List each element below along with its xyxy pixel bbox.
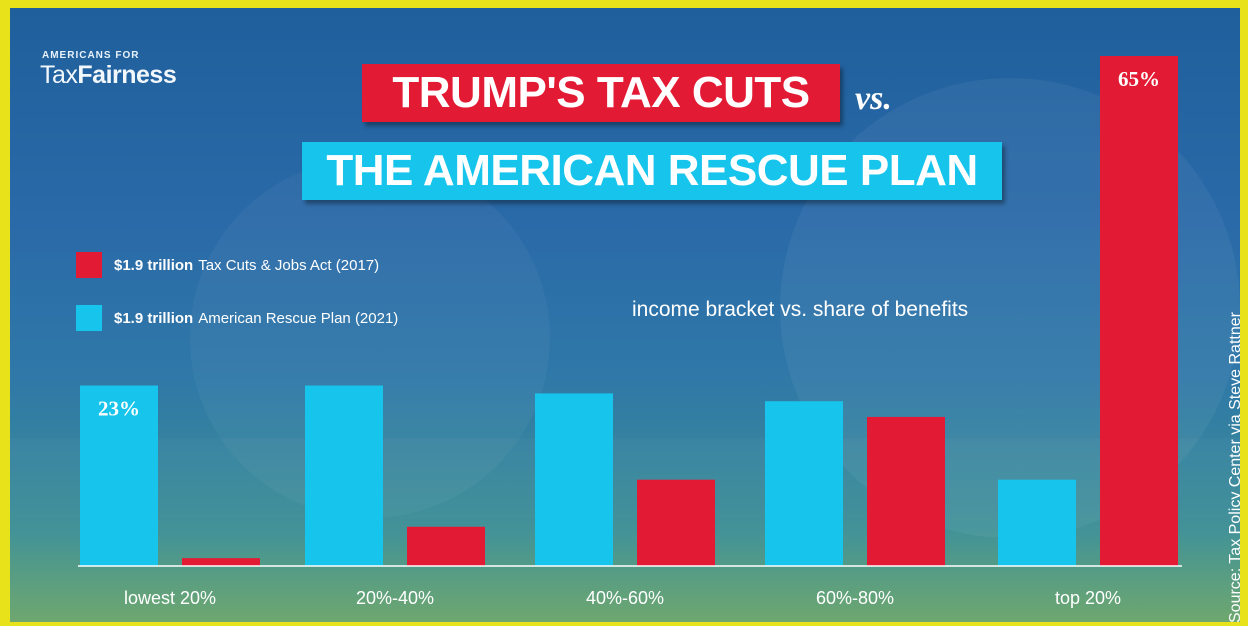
- bar-rescue-plan-4: [998, 479, 1076, 566]
- headline-vs: vs.: [855, 80, 892, 117]
- bar-rescue-plan-2: [535, 393, 613, 566]
- bar-rescue-plan-0: [80, 385, 158, 566]
- legend-item-tax-cuts: $1.9 trillion Tax Cuts & Jobs Act (2017): [76, 251, 379, 279]
- x-tick-label: top 20%: [1055, 588, 1121, 608]
- legend-label: Tax Cuts & Jobs Act (2017): [198, 256, 380, 274]
- x-tick-label: 20%-40%: [356, 588, 434, 608]
- bar-rescue-plan-1: [305, 385, 383, 566]
- legend-amount: $1.9 trillion: [114, 256, 194, 274]
- bar-tax-cuts-3: [867, 416, 945, 566]
- x-tick-label: 60%-80%: [816, 588, 894, 608]
- logo-tagline: AMERICANS FOR: [42, 50, 140, 61]
- legend-item-rescue-plan: $1.9 trillion American Rescue Plan (2021…: [76, 304, 398, 332]
- headline-rescue-plan: THE AMERICAN RESCUE PLAN: [302, 142, 1002, 200]
- bar-value-label: 65%: [1118, 67, 1160, 91]
- legend-amount: $1.9 trillion: [114, 309, 194, 327]
- legend-swatch-red: [76, 252, 102, 278]
- bar-tax-cuts-0: [182, 558, 260, 566]
- legend-swatch-blue: [76, 305, 102, 331]
- bar-tax-cuts-4: [1100, 56, 1178, 566]
- bar-rescue-plan-3: [765, 401, 843, 566]
- infographic-card: AMERICANS FOR TaxFairness TRUMP'S TAX CU…: [10, 8, 1240, 622]
- headline-tax-cuts: TRUMP'S TAX CUTS: [362, 64, 840, 122]
- logo: TaxFairness: [40, 61, 177, 90]
- bar-value-label: 23%: [98, 397, 140, 421]
- x-tick-label: 40%-60%: [586, 588, 664, 608]
- bar-tax-cuts-1: [407, 526, 485, 566]
- logo-word-2: Fairness: [77, 61, 177, 89]
- x-tick-label: lowest 20%: [124, 588, 216, 608]
- logo-word-1: Tax: [40, 61, 78, 89]
- legend-label: American Rescue Plan (2021): [198, 309, 399, 327]
- bar-chart: lowest 20% 20%-40% 40%-60% 60%-80% top 20% 23…: [78, 56, 1182, 608]
- bar-tax-cuts-2: [637, 479, 715, 566]
- chart-subtitle: income bracket vs. share of benefits: [632, 298, 969, 321]
